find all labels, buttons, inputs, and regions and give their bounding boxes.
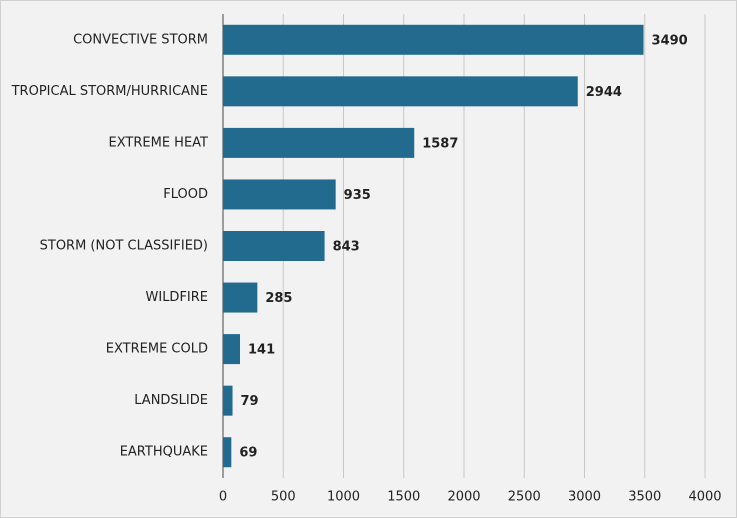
y-tick-label: EARTHQUAKE (120, 445, 208, 460)
x-tick-label: 3500 (628, 490, 661, 505)
x-tick-label: 4000 (688, 490, 721, 505)
x-tick-label: 1500 (387, 490, 420, 505)
y-tick-label: EXTREME COLD (106, 342, 208, 357)
bar (223, 179, 336, 210)
data-label: 69 (239, 446, 257, 461)
data-label: 79 (241, 394, 259, 409)
x-tick-label: 3000 (568, 490, 601, 505)
y-tick-label: WILDFIRE (146, 290, 209, 305)
data-label: 3490 (652, 33, 688, 48)
bar (223, 385, 233, 416)
bar (223, 24, 644, 55)
x-tick-label: 0 (219, 490, 227, 505)
y-tick-label: STORM (NOT CLASSIFIED) (40, 239, 208, 254)
data-label: 141 (248, 343, 275, 358)
y-tick-label: LANDSLIDE (134, 393, 208, 408)
data-label: 2944 (586, 85, 622, 100)
data-label: 285 (265, 291, 292, 306)
x-tick-label: 1000 (327, 490, 360, 505)
y-tick-label: EXTREME HEAT (109, 135, 209, 150)
bar (223, 76, 578, 107)
data-label: 1587 (422, 136, 458, 151)
y-tick-label: FLOOD (163, 187, 208, 202)
x-tick-label: 500 (271, 490, 296, 505)
bar (223, 127, 415, 158)
data-label: 843 (333, 240, 360, 255)
bar (223, 282, 258, 313)
y-tick-label: TROPICAL STORM/HURRICANE (11, 84, 208, 99)
y-tick-label: CONVECTIVE STORM (73, 32, 208, 47)
bar (223, 231, 325, 261)
x-tick-label: 2500 (508, 490, 541, 505)
data-label: 935 (344, 188, 371, 203)
bar (223, 437, 232, 468)
bar (223, 334, 240, 365)
x-tick-label: 2000 (447, 490, 480, 505)
